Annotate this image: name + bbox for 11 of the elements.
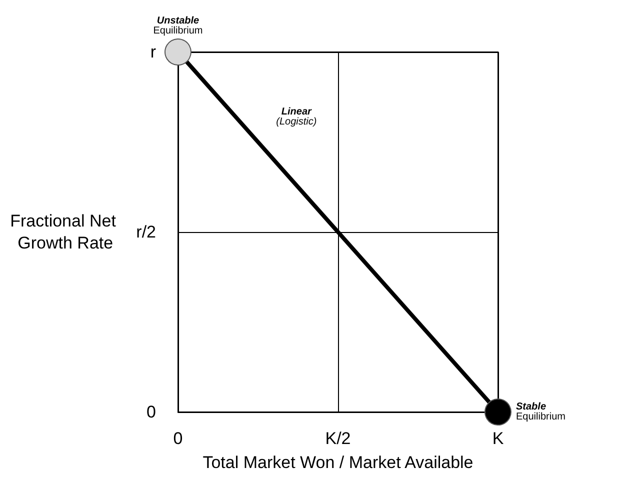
y-axis-title: Fractional Net Growth Rate [10,212,116,252]
x-tick-label: K/2 [325,429,351,448]
text: r/2 [136,222,156,242]
annotation: Linear (Logistic) [276,106,317,128]
x-tick-label: 0 [173,429,183,448]
text: 0 [146,402,156,422]
x-tick-label: K [492,429,504,448]
annotation: Stable Equilibrium [516,402,566,422]
text: r [150,42,156,62]
x-axis-title: Total Market Won / Market Available [202,453,474,472]
annotation: Unstable Equilibrium [153,16,203,36]
